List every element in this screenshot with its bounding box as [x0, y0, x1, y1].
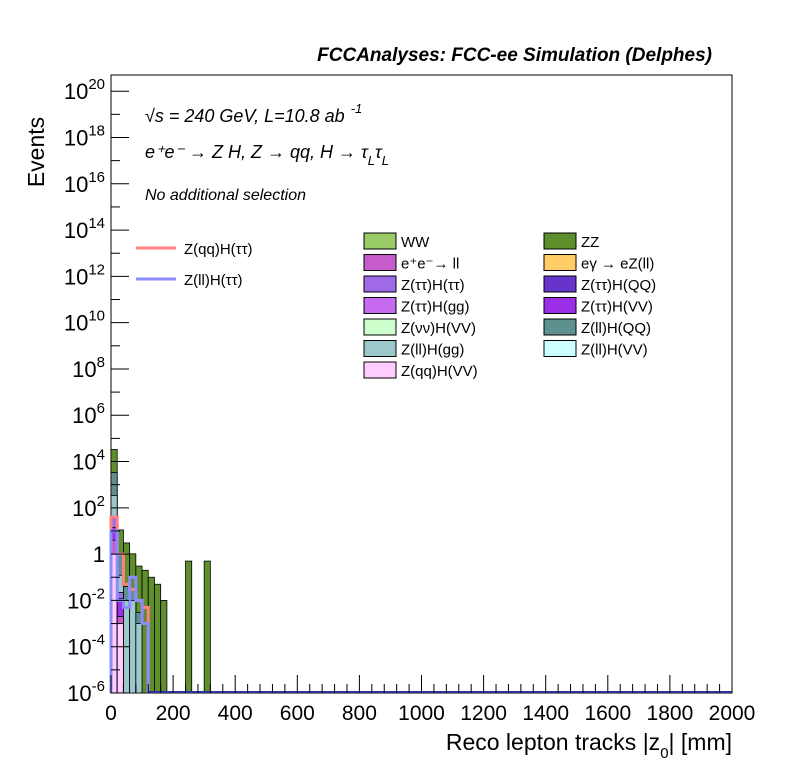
process-annotation: e⁺e⁻ → Z H, Z → qq, H → τLτL — [145, 142, 389, 168]
selection-annotation: No additional selection — [145, 187, 306, 204]
y-tick-label: 1014 — [64, 215, 105, 243]
legend-fill-swatch — [543, 232, 577, 250]
legend-fill-swatch — [543, 297, 577, 314]
bar-zz-300 — [203, 560, 211, 694]
legend-fill-label: WW — [401, 234, 430, 251]
bar-z-ll-h-gg--60 — [129, 600, 137, 694]
y-tick-label: 1 — [93, 542, 105, 567]
line-histograms — [109, 515, 732, 693]
y-tick-label: 10-4 — [67, 632, 105, 660]
legend-fill-label: Z(ll)H(gg) — [401, 342, 464, 359]
x-tick-label: 1800 — [647, 702, 694, 725]
x-tick-label: 1200 — [460, 702, 507, 725]
axes: 0 200 400 600 800 1000 1200 1400 1600 1800 2000 102… — [64, 76, 756, 725]
legend-fill-swatch — [363, 318, 397, 336]
y-tick-label: 102 — [72, 493, 105, 521]
legend-fill-swatch — [363, 232, 397, 250]
legend-fill-label: eγ → eZ(ll) — [581, 256, 654, 273]
energy-annotation: √s = 240 GeV, L=10.8 ab -1 — [145, 101, 362, 126]
y-tick-label: 108 — [72, 354, 105, 382]
legend-fill-swatch — [363, 361, 397, 379]
y-axis-label: Events — [23, 117, 49, 187]
chart-title: FCCAnalyses: FCC-ee Simulation (Delphes) — [317, 45, 712, 66]
legend-fill-label: Z(ττ)H(VV) — [581, 299, 653, 316]
bar-zz-240 — [185, 560, 193, 694]
y-tick-label: 10-6 — [67, 678, 105, 706]
legend-fill-label: ZZ — [581, 234, 599, 251]
legend-fill-swatch — [543, 254, 577, 271]
legend-fill-swatch — [363, 275, 397, 293]
x-tick-label: 2000 — [709, 702, 756, 725]
y-tick-label: 1016 — [64, 169, 105, 197]
line-z-ll-h- — [109, 529, 150, 693]
x-tick-label: 400 — [218, 702, 253, 725]
y-tick-label: 106 — [72, 400, 105, 428]
bar-zz-160 — [160, 600, 168, 694]
legend-line-label: Z(qq)H(ττ) — [184, 241, 253, 258]
y-tick-label: 1018 — [64, 122, 105, 150]
legend-line-label: Z(ll)H(ττ) — [184, 272, 243, 289]
histogram-stack — [110, 449, 211, 694]
x-tick-label: 0 — [105, 702, 117, 725]
x-tick-label: 1400 — [522, 702, 569, 725]
x-tick-label: 800 — [342, 702, 377, 725]
y-tick-label: 10-2 — [67, 585, 105, 613]
y-tick-label: 104 — [72, 447, 105, 475]
y-tick-label: 1020 — [64, 76, 105, 104]
legend-fill-swatch — [363, 297, 397, 314]
bar-zz-140 — [154, 583, 162, 694]
legend-fill-swatch — [543, 275, 577, 293]
legend-fill-label: Z(qq)H(VV) — [401, 363, 478, 380]
legend: Z(qq)H(ττ) Z(ll)H(ττ) WW e⁺e⁻→ ll Z(ττ)H(ττ)… — [136, 232, 656, 380]
y-tick-label: 1010 — [64, 308, 105, 336]
y-tick-label: 1012 — [64, 261, 105, 289]
legend-fill-swatch — [543, 340, 577, 357]
bar-z-ll-h-gg--80 — [135, 623, 143, 694]
x-tick-label: 600 — [280, 702, 315, 725]
legend-fill-label: Z(ττ)H(QQ) — [581, 277, 656, 294]
legend-fill-label: Z(ττ)H(gg) — [401, 299, 470, 316]
legend-fill-swatch — [363, 340, 397, 357]
legend-fill-swatch — [363, 254, 397, 271]
legend-fill-swatch — [543, 318, 577, 336]
x-tick-label: 1000 — [398, 702, 445, 725]
legend-fill-label: e⁺e⁻→ ll — [401, 256, 459, 273]
x-tick-label: 1600 — [584, 702, 631, 725]
x-tick-label: 200 — [156, 702, 191, 725]
legend-fill-label: Z(ll)H(QQ) — [581, 320, 651, 337]
legend-fill-label: Z(νν)H(VV) — [401, 320, 476, 337]
x-axis-label: Reco lepton tracks |z0| [mm] — [446, 729, 732, 762]
legend-fill-label: Z(ττ)H(ττ) — [401, 277, 465, 294]
bar-z-qq-h-vv--20 — [116, 623, 124, 694]
legend-fill-label: Z(ll)H(VV) — [581, 342, 648, 359]
